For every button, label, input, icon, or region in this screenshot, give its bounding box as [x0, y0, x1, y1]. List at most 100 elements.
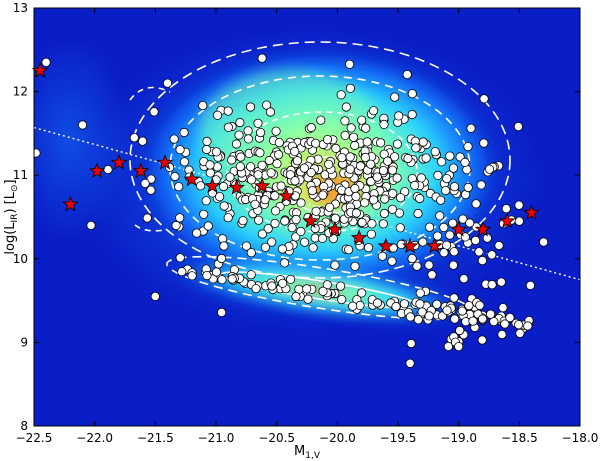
data-point [198, 101, 208, 111]
data-point [445, 151, 455, 161]
data-point [169, 134, 179, 144]
data-point [344, 59, 355, 69]
data-point [235, 117, 245, 128]
data-point [250, 199, 260, 209]
data-point [405, 312, 415, 322]
data-point [196, 181, 206, 191]
data-point [257, 229, 267, 239]
data-point [266, 168, 276, 178]
data-point [291, 291, 301, 302]
data-point [361, 123, 371, 133]
data-point [253, 118, 263, 128]
data-point [448, 218, 458, 228]
y-tick-label: 13 [13, 1, 28, 15]
data-point [407, 109, 417, 120]
data-point [138, 136, 148, 146]
data-point [330, 213, 340, 223]
data-point [378, 219, 388, 229]
data-point [253, 170, 263, 180]
star-marker [253, 177, 271, 194]
data-point [442, 305, 452, 315]
data-point [308, 243, 318, 253]
y-axis: 8 9 10 11 12 13 [13, 1, 580, 433]
data-point [476, 180, 486, 190]
data-point [77, 120, 88, 130]
data-point [140, 178, 150, 188]
data-point [375, 138, 386, 148]
x-tick-label: −20.0 [319, 431, 356, 445]
data-point [487, 250, 497, 260]
data-point [351, 208, 361, 218]
data-point [296, 226, 306, 236]
data-point [318, 190, 328, 200]
data-point [318, 286, 328, 296]
data-point [360, 152, 370, 162]
data-point [274, 138, 284, 148]
data-point [251, 283, 261, 294]
data-point [246, 248, 256, 258]
data-point [219, 241, 229, 251]
data-point [211, 147, 221, 157]
plot-frame [33, 7, 581, 427]
data-point [202, 136, 212, 146]
x-tick-label: −22.5 [16, 431, 53, 445]
data-point [346, 123, 356, 133]
data-point [479, 138, 489, 148]
star-marker [326, 220, 344, 237]
data-point [496, 277, 506, 287]
data-point [270, 218, 280, 228]
data-point [525, 280, 536, 290]
data-point [410, 180, 420, 190]
data-point [267, 281, 277, 291]
data-point [223, 213, 233, 223]
data-point [394, 111, 404, 121]
data-point [413, 208, 423, 219]
data-point [457, 306, 467, 316]
data-point [402, 70, 412, 80]
data-point [203, 221, 213, 231]
data-point [477, 314, 488, 324]
data-point [430, 147, 440, 157]
data-point [407, 89, 417, 99]
y-tick-label: 9 [20, 335, 28, 349]
star-marker [183, 170, 200, 187]
data-point [357, 288, 367, 298]
data-point [310, 138, 321, 148]
data-point [217, 253, 227, 264]
data-point [442, 174, 452, 184]
data-point [372, 172, 382, 182]
data-point [199, 209, 209, 219]
data-point [231, 139, 242, 149]
data-point [405, 358, 415, 368]
data-point [500, 319, 510, 329]
data-point [440, 186, 451, 196]
data-point [387, 165, 398, 175]
data-point [463, 182, 473, 193]
data-point [366, 159, 376, 169]
data-point [245, 102, 256, 112]
data-point [272, 159, 282, 169]
data-point [345, 164, 355, 174]
star-marker [426, 237, 443, 254]
star-marker [523, 204, 540, 220]
data-point [247, 175, 257, 185]
data-point [501, 204, 511, 214]
data-point [340, 130, 350, 140]
data-point [277, 278, 288, 288]
y-tick-label: 8 [20, 419, 28, 433]
star-marker [156, 154, 174, 170]
star-marker [278, 187, 295, 204]
data-point [227, 274, 237, 284]
star-marker [110, 154, 128, 170]
star-marker [450, 220, 467, 237]
data-point [498, 303, 508, 313]
data-point [307, 186, 317, 196]
data-point [296, 198, 306, 208]
data-point [263, 224, 273, 234]
data-point [378, 166, 388, 176]
data-point [223, 106, 233, 116]
data-point [322, 135, 333, 145]
data-point [217, 275, 227, 285]
contour-island-2 [134, 224, 166, 232]
